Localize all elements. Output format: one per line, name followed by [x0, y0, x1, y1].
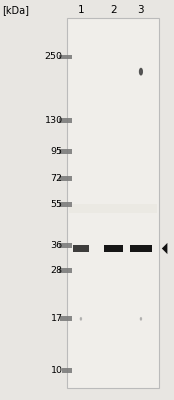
Bar: [62, 368, 72, 373]
Bar: [73, 245, 89, 252]
Bar: [69, 204, 157, 213]
Text: 28: 28: [51, 266, 63, 275]
Bar: [59, 268, 72, 273]
Text: [kDa]: [kDa]: [2, 6, 29, 16]
Circle shape: [140, 318, 141, 320]
Circle shape: [80, 318, 81, 320]
Text: 36: 36: [50, 241, 63, 250]
Text: 55: 55: [51, 200, 63, 209]
Text: 250: 250: [45, 52, 63, 62]
Text: 3: 3: [138, 6, 144, 16]
Bar: [60, 316, 72, 321]
Bar: [130, 245, 152, 252]
Circle shape: [140, 68, 142, 75]
Text: 2: 2: [110, 6, 116, 16]
Bar: [67, 18, 159, 388]
Text: 72: 72: [51, 174, 63, 183]
Bar: [59, 176, 72, 181]
Bar: [104, 245, 123, 252]
Polygon shape: [162, 243, 167, 254]
Bar: [59, 202, 72, 207]
Bar: [59, 149, 72, 154]
Text: 17: 17: [51, 314, 63, 323]
Bar: [59, 243, 72, 248]
Text: 10: 10: [51, 366, 63, 375]
Bar: [59, 118, 72, 123]
Text: 130: 130: [45, 116, 63, 125]
Text: 95: 95: [51, 147, 63, 156]
Text: 1: 1: [78, 6, 84, 16]
Bar: [59, 54, 72, 59]
